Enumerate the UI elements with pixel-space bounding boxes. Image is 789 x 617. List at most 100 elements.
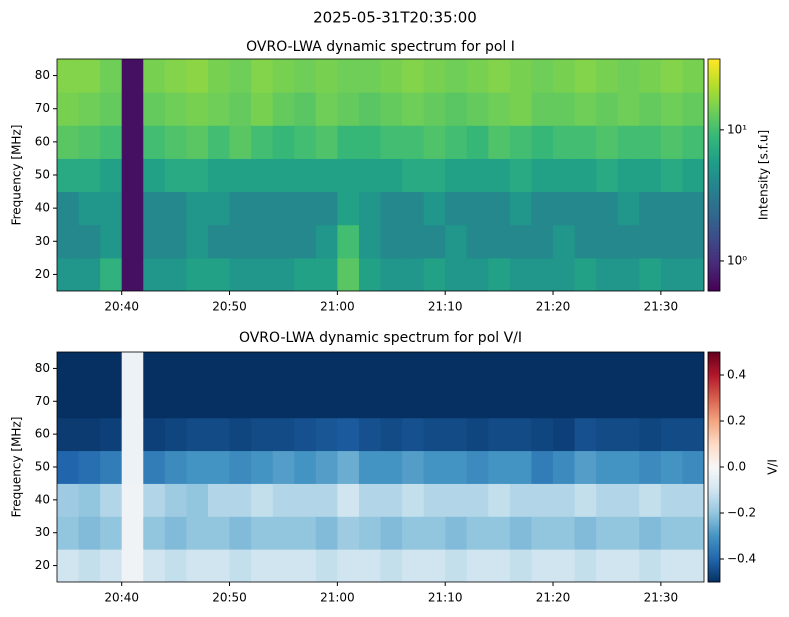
x-tick-label: 21:10 [428,591,463,605]
colorbar-swatch [708,358,720,362]
heatmap-cell [229,483,252,517]
colorbar-swatch [708,395,720,399]
colorbar-swatch [708,219,720,222]
heatmap-cell [466,191,489,226]
heatmap-cell [57,352,80,386]
colorbar-swatch [708,205,720,208]
colorbar-swatch [708,163,720,167]
colorbar-swatch [708,72,720,76]
heatmap-cell [380,450,403,484]
colorbar-swatch [708,79,720,83]
heatmap-cell [617,158,640,193]
heatmap-cell [660,59,683,93]
heatmap-cell [445,59,468,93]
colorbar-swatch [708,480,720,484]
colorbar-swatch [708,126,720,129]
colorbar-tick-label: 0.2 [727,414,746,428]
heatmap-cell [100,417,123,452]
heatmap-cell [229,257,252,291]
colorbar-swatch [708,235,720,239]
y-tick-label: 60 [35,134,50,148]
colorbar-swatch [708,517,720,521]
colorbar-swatch [708,372,720,376]
colorbar-swatch [708,284,720,287]
heatmap-cell [229,191,252,226]
heatmap-cell [337,352,360,386]
heatmap-cell [596,125,619,159]
heatmap-cell [358,352,381,386]
colorbar-swatch [708,86,720,90]
heatmap-cell [337,483,360,517]
heatmap-cell [186,450,209,484]
heatmap-cell [186,417,209,452]
y-tick-label: 30 [35,525,50,539]
x-tick-label: 20:40 [104,300,139,314]
heatmap-cell [682,549,704,582]
colorbar-swatch [708,407,720,410]
heatmap-cell [488,257,511,291]
colorbar-swatch [708,59,720,62]
heatmap-cell [78,352,101,386]
heatmap-cell [617,257,640,291]
heatmap-cell [596,417,619,452]
heatmap-cell [531,224,554,259]
heatmap-cell [445,191,468,226]
heatmap-cell [531,257,554,291]
heatmap-cell [380,352,403,386]
heatmap-cell [207,191,231,226]
colorbar-swatch [708,233,720,236]
colorbar-swatch [708,570,720,574]
x-tick-label: 21:30 [644,591,679,605]
colorbar-swatch [708,286,720,290]
heatmap [57,59,704,291]
heatmap-cell [553,257,576,291]
heatmap-cell [186,352,209,386]
heatmap-cell [358,59,381,93]
colorbar-swatch [708,172,720,176]
colorbar-swatch [708,418,720,422]
colorbar-swatch [708,421,720,424]
colorbar-swatch [708,84,720,88]
heatmap-cell [100,450,123,484]
heatmap-cell [682,450,704,484]
colorbar-swatch [708,184,720,187]
heatmap-cell [553,125,576,159]
colorbar-swatch [708,545,720,548]
heatmap-cell [78,257,101,291]
heatmap-cell [574,191,597,226]
colorbar-swatch [708,170,720,174]
heatmap-cell [294,257,317,291]
colorbar-swatch [708,119,720,123]
heatmap-cell [466,352,489,386]
heatmap-cell [488,158,511,193]
heatmap-cell [229,158,252,193]
colorbar-swatch [708,533,720,537]
colorbar-swatch [708,137,720,141]
heatmap-cell [466,483,489,517]
heatmap-cell [78,191,101,226]
colorbar-swatch [708,577,720,581]
heatmap-cell [531,450,554,484]
heatmap-cell [358,191,381,226]
colorbar-swatch [708,386,720,390]
heatmap-cell [229,384,252,419]
heatmap-cell [207,549,231,582]
heatmap-cell [272,483,295,517]
colorbar-swatch [708,402,720,406]
heatmap-cell [617,59,640,93]
heatmap-cell [445,384,468,419]
heatmap-cell [164,257,187,291]
heatmap-cell [294,158,317,193]
heatmap-cell [272,384,295,419]
colorbar-swatch [708,354,720,357]
colorbar-swatch [708,98,720,102]
heatmap-cell [553,516,576,550]
heatmap-cell [229,125,252,159]
heatmap-cell [100,516,123,550]
heatmap-cell [143,59,166,93]
heatmap-cell [639,158,662,193]
colorbar-swatch [708,365,720,369]
colorbar-swatch [708,175,720,178]
heatmap-cell [358,450,381,484]
y-tick-label: 40 [35,492,50,506]
